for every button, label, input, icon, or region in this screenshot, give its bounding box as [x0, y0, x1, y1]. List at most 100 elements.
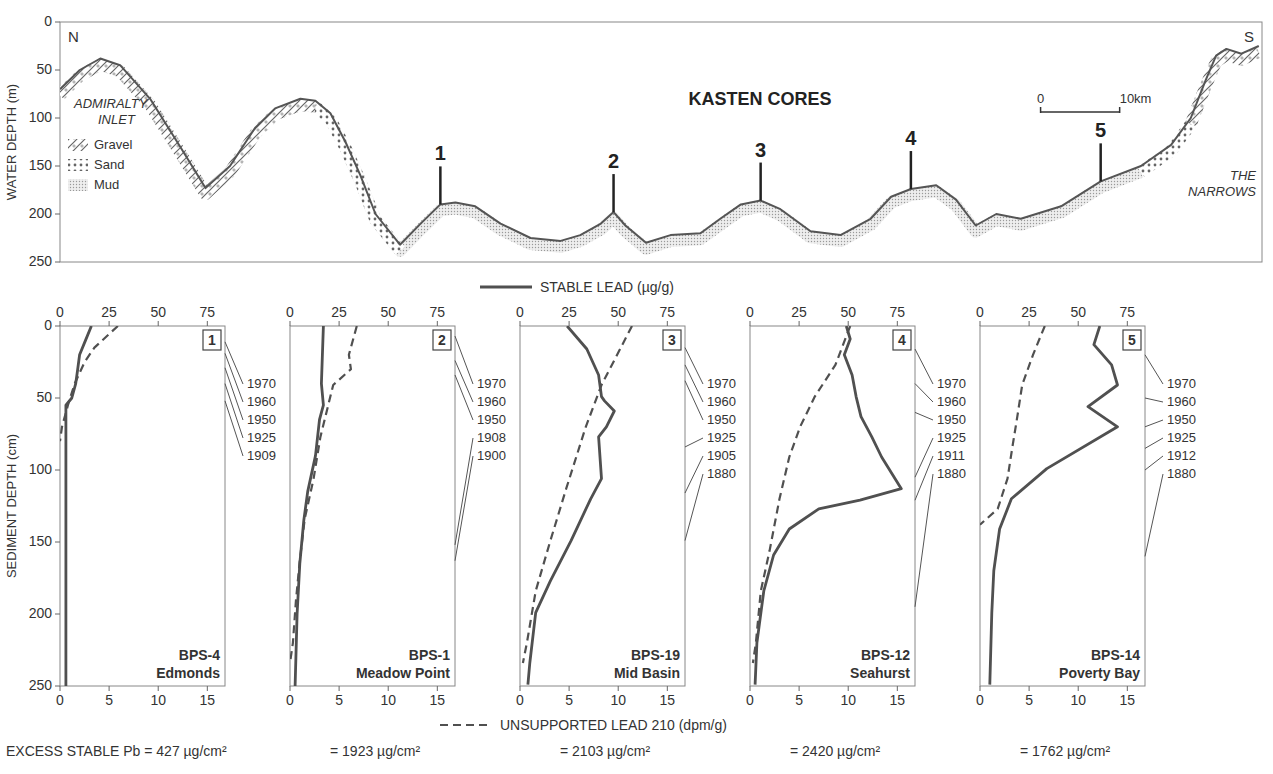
- bottom-tick-label: 15: [200, 692, 216, 708]
- date-label: 1925: [707, 430, 736, 445]
- date-label: 1970: [247, 376, 276, 391]
- y-tick: [55, 262, 60, 263]
- panel-number: 2: [438, 332, 446, 348]
- bottom-tick: [897, 686, 898, 691]
- date-leader: [1145, 420, 1163, 427]
- bottom-tick-label: 10: [840, 692, 856, 708]
- date-label: 1908: [477, 430, 506, 445]
- y-axis-title: WATER DEPTH (m): [4, 84, 19, 200]
- panel-marks: [523, 326, 632, 685]
- bottom-tick: [339, 686, 340, 691]
- stable-lead-line: [295, 326, 323, 686]
- date-label: 1950: [707, 412, 736, 427]
- core-label: 3: [755, 139, 766, 161]
- y-tick: [55, 542, 60, 543]
- date-leader: [455, 438, 473, 545]
- bottom-tick: [520, 686, 521, 691]
- date-leader: [685, 381, 703, 420]
- y-tick: [55, 166, 60, 167]
- top-tick: [388, 321, 389, 326]
- panel-marks: [290, 326, 357, 686]
- panel-frame: [290, 326, 455, 686]
- bottom-tick: [618, 686, 619, 691]
- panel-marks: [980, 326, 1118, 685]
- top-tick: [618, 321, 619, 326]
- date-label: 1950: [247, 412, 276, 427]
- core-id: BPS-12: [861, 647, 910, 663]
- bottom-tick: [109, 686, 110, 691]
- panel-frame: [520, 326, 685, 686]
- date-label: 1925: [1167, 430, 1196, 445]
- pb210-line: [980, 326, 1045, 525]
- y-tick-label: 250: [29, 677, 53, 693]
- date-leader: [1145, 474, 1163, 556]
- pb210-line: [753, 326, 850, 663]
- sediment-band: [255, 105, 400, 251]
- bottom-tick-label: 10: [150, 692, 166, 708]
- y-tick-label: 200: [29, 605, 53, 621]
- date-leader: [1145, 398, 1163, 402]
- top-tick-label: 50: [1070, 304, 1086, 320]
- y-tick: [55, 686, 60, 687]
- date-label: 1900: [477, 448, 506, 463]
- stable-lead-line: [66, 326, 92, 686]
- bottom-tick: [1127, 686, 1128, 691]
- date-label: 1880: [1167, 466, 1196, 481]
- top-tick: [897, 321, 898, 326]
- seafloor: [60, 46, 1259, 245]
- panel-marks: [753, 326, 901, 685]
- panel-frame: [60, 326, 225, 686]
- date-label: 1880: [707, 466, 736, 481]
- core-id: BPS-19: [631, 647, 680, 663]
- core-marker: [910, 151, 913, 189]
- date-label: 1950: [1167, 412, 1196, 427]
- date-leader: [915, 438, 933, 477]
- panel-frame: [750, 326, 915, 686]
- top-tick: [60, 321, 61, 326]
- top-tick-label: 25: [331, 304, 347, 320]
- y-tick-label: 50: [36, 61, 52, 77]
- date-label: 1960: [247, 394, 276, 409]
- bottom-tick: [388, 686, 389, 691]
- title: KASTEN CORES: [688, 89, 831, 109]
- core-label: 4: [905, 127, 917, 149]
- legend-label: STABLE LEAD (µg/g): [540, 279, 674, 295]
- bottom-tick: [158, 686, 159, 691]
- panel-marks: [60, 326, 118, 686]
- date-label: 1960: [477, 394, 506, 409]
- date-leader: [455, 336, 473, 384]
- bottom-tick: [667, 686, 668, 691]
- top-tick: [520, 321, 521, 326]
- bottom-tick: [207, 686, 208, 691]
- y-tick-label: 250: [29, 253, 53, 269]
- bottom-tick-label: 15: [660, 692, 676, 708]
- date-label: 1905: [707, 448, 736, 463]
- date-label: 1925: [247, 430, 276, 445]
- panel-number: 5: [1128, 332, 1136, 348]
- stable-lead-line: [528, 326, 614, 685]
- top-tick: [1029, 321, 1030, 326]
- y-tick: [55, 70, 60, 71]
- y-tick-label: 150: [29, 533, 53, 549]
- bottom-tick-label: 0: [516, 692, 524, 708]
- stable-lead-line: [990, 326, 1118, 685]
- bottom-tick-label: 15: [1120, 692, 1136, 708]
- top-tick-label: 25: [791, 304, 807, 320]
- bottom-tick-label: 5: [565, 692, 573, 708]
- pb210-line: [523, 326, 632, 663]
- core-marker: [759, 163, 762, 201]
- pb210-line: [290, 326, 357, 663]
- date-label: 1911: [937, 448, 965, 463]
- place-label: THENARROWS: [1188, 168, 1256, 199]
- panel-number-box: [433, 330, 451, 350]
- bottom-tick-label: 10: [1070, 692, 1086, 708]
- y-tick: [55, 398, 60, 399]
- date-label: 1950: [477, 412, 506, 427]
- date-leader: [915, 349, 933, 384]
- panel-number-box: [203, 330, 221, 350]
- core-label: 1: [435, 142, 446, 164]
- panel-number: 4: [898, 332, 906, 348]
- top-tick-label: 0: [976, 304, 984, 320]
- core-marker: [439, 166, 442, 204]
- legend-line: [480, 286, 532, 289]
